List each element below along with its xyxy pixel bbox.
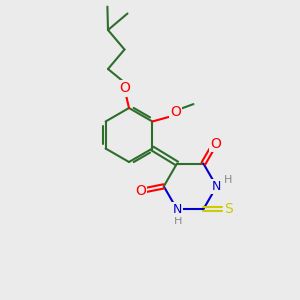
Text: H: H bbox=[174, 216, 183, 226]
Text: N: N bbox=[172, 203, 182, 216]
Text: O: O bbox=[135, 184, 146, 199]
Text: O: O bbox=[119, 82, 130, 95]
Text: S: S bbox=[224, 202, 233, 216]
Text: O: O bbox=[211, 137, 221, 151]
Text: O: O bbox=[170, 105, 181, 119]
Text: N: N bbox=[212, 180, 221, 193]
Text: H: H bbox=[224, 175, 232, 185]
